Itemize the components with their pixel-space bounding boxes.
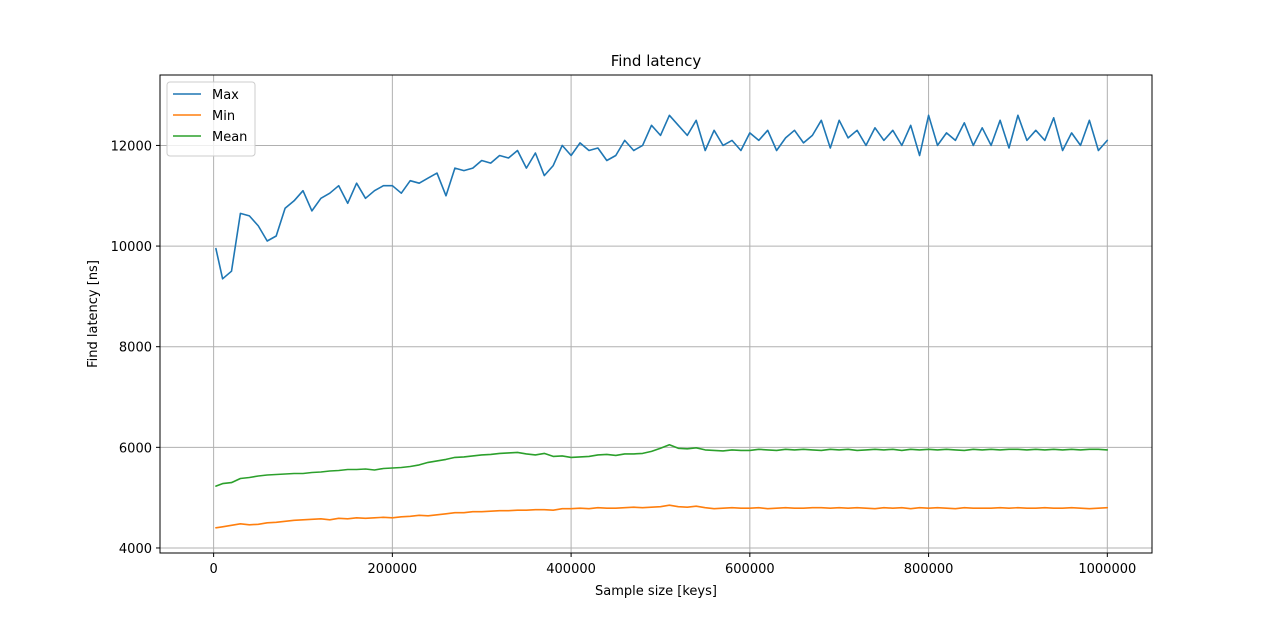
x-tick-label: 600000 bbox=[725, 562, 775, 577]
x-axis-label: Sample size [keys] bbox=[595, 584, 717, 599]
series-line-max bbox=[215, 114, 1109, 280]
x-tick-label: 400000 bbox=[546, 562, 596, 577]
legend-label: Max bbox=[212, 88, 239, 103]
x-tick-label: 0 bbox=[209, 562, 217, 577]
chart-title: Find latency bbox=[611, 52, 702, 70]
series-lines bbox=[215, 114, 1109, 529]
legend-item-min: Min bbox=[173, 109, 235, 124]
y-tick-label: 12000 bbox=[111, 139, 152, 154]
plot-frame bbox=[159, 74, 1153, 554]
y-axis-ticks: 4000 6000 8000 10000 12000 bbox=[111, 139, 160, 557]
legend-label: Mean bbox=[212, 130, 247, 145]
x-tick-label: 1000000 bbox=[1078, 562, 1136, 577]
y-axis-label: Find latency [ns] bbox=[86, 260, 101, 368]
x-tick-label: 800000 bbox=[904, 562, 954, 577]
grid bbox=[160, 75, 1152, 553]
legend-items: Max Min Mean bbox=[173, 88, 247, 145]
series-line-min bbox=[215, 504, 1109, 529]
y-tick-label: 6000 bbox=[119, 441, 152, 456]
legend-label: Min bbox=[212, 109, 235, 124]
y-tick-label: 8000 bbox=[119, 341, 152, 356]
x-axis-ticks: 0 200000 400000 600000 800000 1000000 bbox=[209, 553, 1136, 577]
x-tick-label: 200000 bbox=[368, 562, 418, 577]
legend-item-mean: Mean bbox=[173, 130, 247, 145]
legend-box bbox=[166, 81, 256, 157]
y-tick-label: 10000 bbox=[111, 240, 152, 255]
y-tick-label: 4000 bbox=[119, 542, 152, 557]
legend-item-max: Max bbox=[173, 88, 239, 103]
legend: Max Min Mean bbox=[166, 81, 256, 157]
series-line-mean bbox=[215, 443, 1109, 487]
